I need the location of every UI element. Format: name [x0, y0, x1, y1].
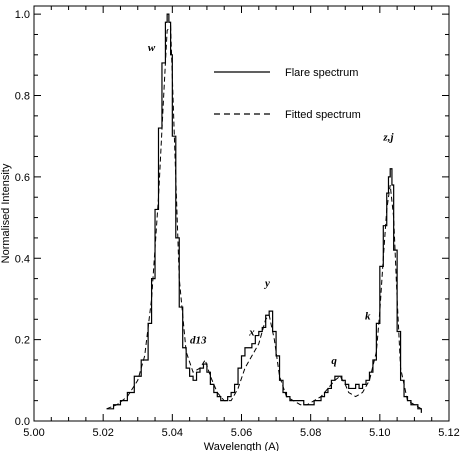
line-annotation: z,j — [382, 131, 394, 143]
y-tick-label: 0.4 — [15, 253, 30, 265]
x-tick-label: 5.08 — [300, 427, 321, 439]
legend-label-flare: Flare spectrum — [285, 67, 358, 79]
y-tick-label: 0.0 — [15, 416, 30, 428]
plot-area: 5.00 5.02 5.04 5.06 5.08 5.10 5.12 0.0 0.2 0.4 0.6… — [0, 5, 460, 451]
y-tick-label: 0.2 — [15, 335, 30, 347]
line-annotation: x — [248, 327, 255, 339]
x-tick-label: 5.06 — [231, 427, 252, 439]
x-tick-label: 5.00 — [23, 427, 44, 439]
line-annotation: q — [331, 355, 337, 367]
x-tick-label: 5.12 — [438, 427, 459, 439]
flare-spectrum-line — [106, 13, 422, 413]
y-axis-label: Normalised Intensity — [0, 163, 12, 263]
line-annotation: d13 — [190, 335, 207, 347]
y-tick-label: 1.0 — [15, 9, 30, 21]
legend-label-fitted: Fitted spectrum — [285, 109, 361, 121]
legend: Flare spectrum Fitted spectrum — [214, 67, 361, 121]
line-annotation: w — [148, 42, 156, 54]
x-tick-label: 5.10 — [369, 427, 390, 439]
x-tick-label: 5.02 — [92, 427, 113, 439]
line-annotation: k — [365, 310, 371, 322]
x-tick-label: 5.04 — [162, 427, 183, 439]
fitted-spectrum-line — [106, 25, 422, 410]
y-tick-label: 0.8 — [15, 91, 30, 103]
y-tick-label: 0.6 — [15, 172, 30, 184]
x-axis-label: Wavelength (A) — [204, 441, 279, 451]
line-annotation: y — [263, 278, 270, 290]
